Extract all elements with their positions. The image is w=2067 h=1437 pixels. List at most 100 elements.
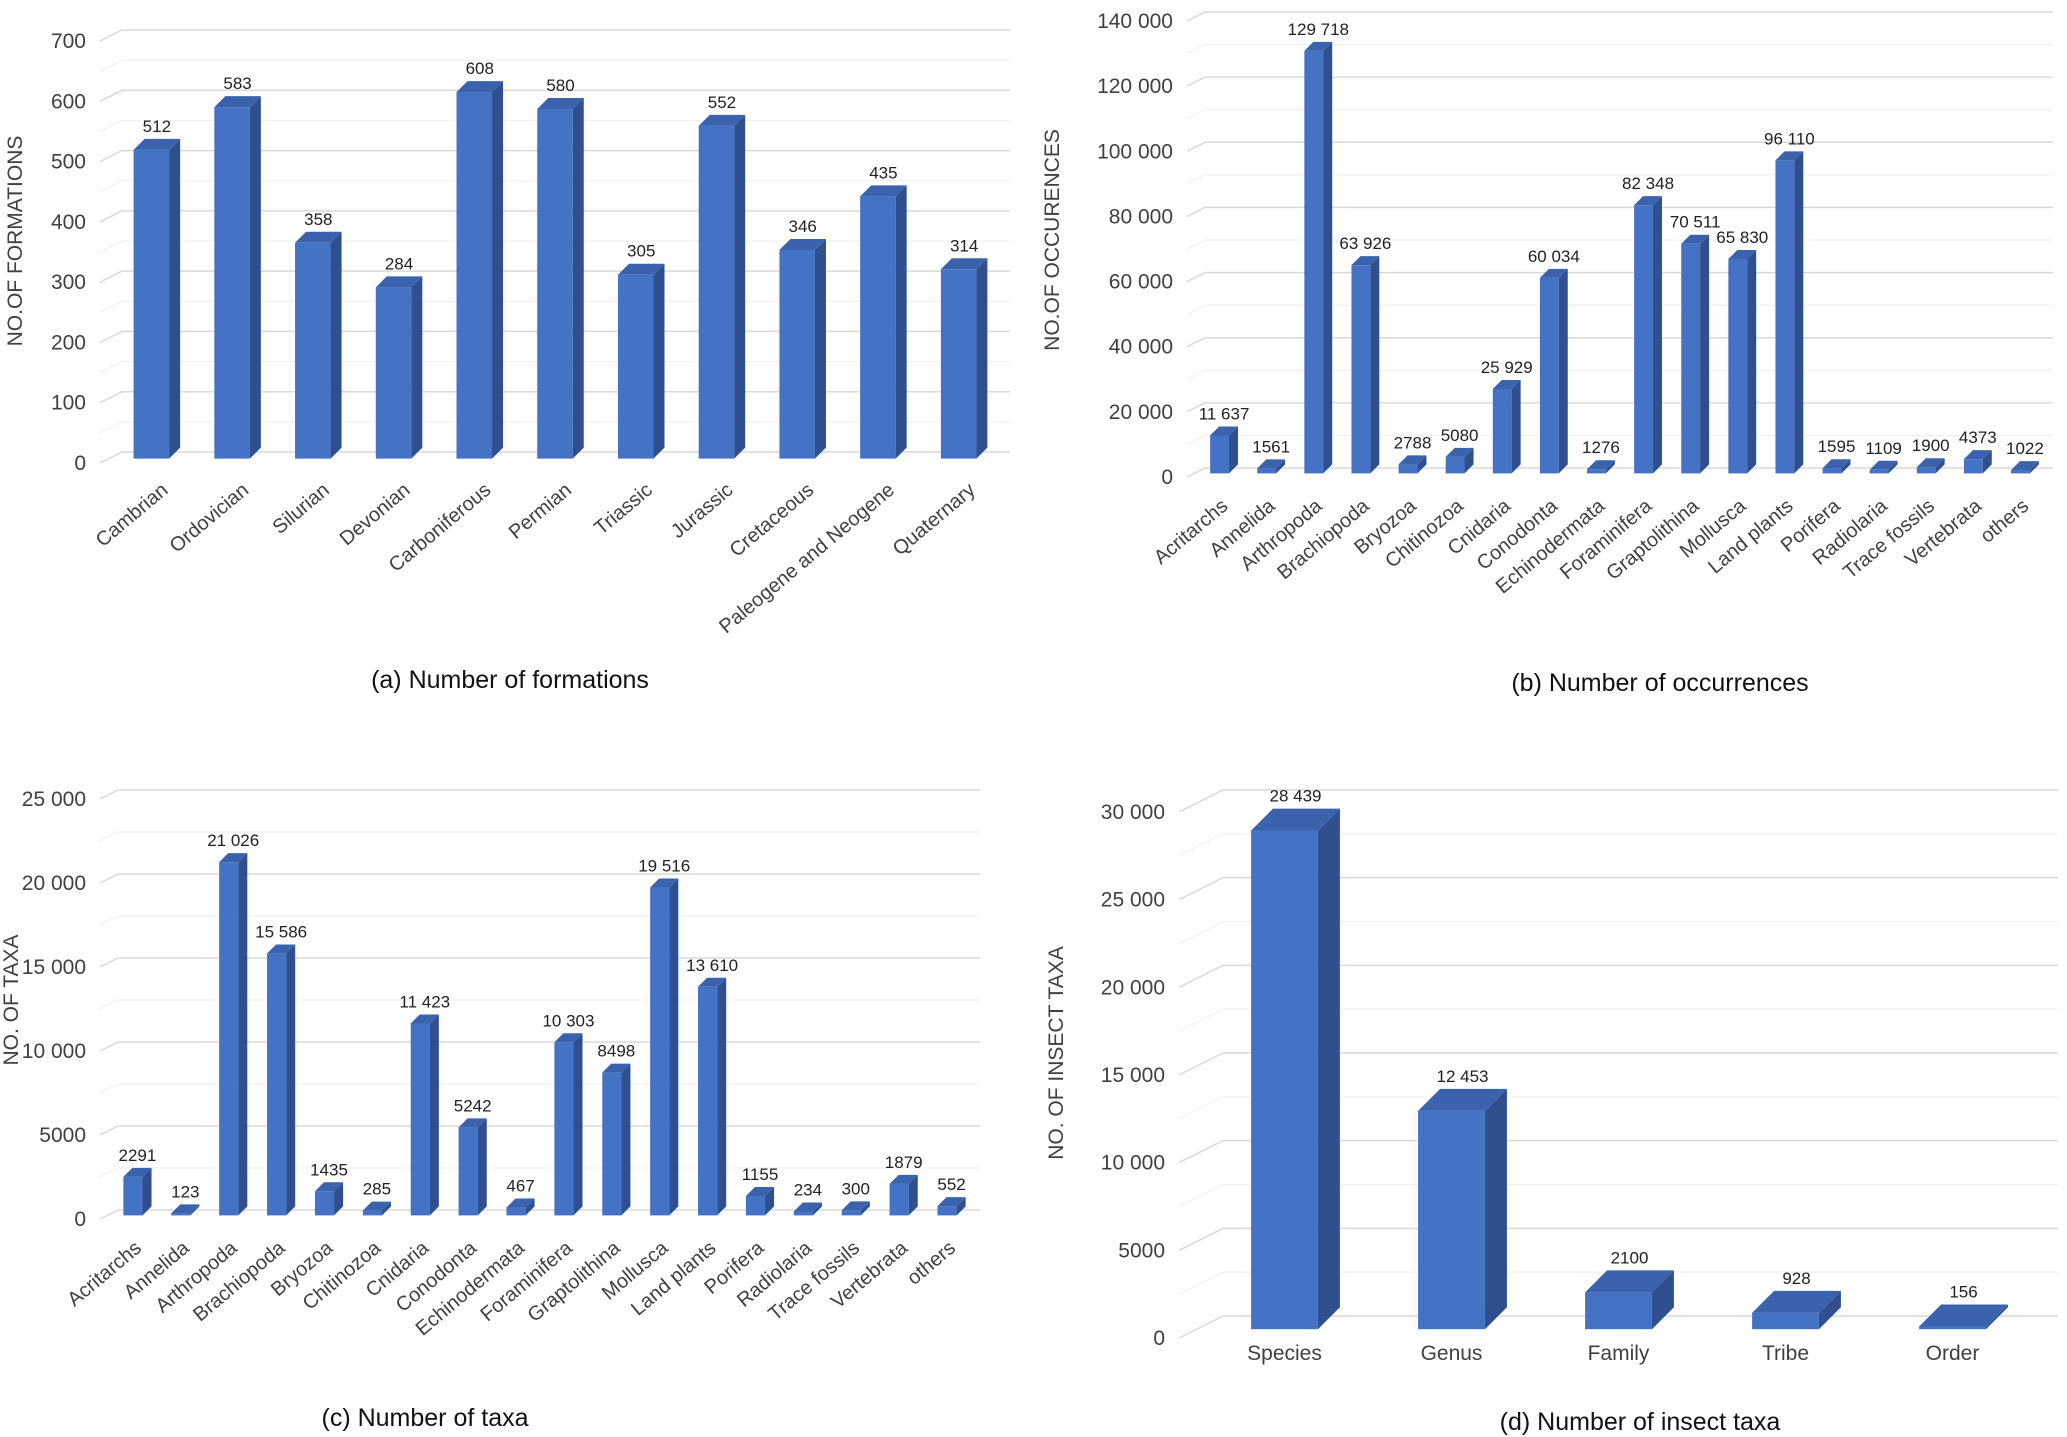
data-label: 5080 <box>1441 426 1479 445</box>
data-label: 60 034 <box>1528 247 1580 266</box>
bar <box>745 1195 766 1216</box>
chart-c-title: (c) Number of taxa <box>321 1404 529 1432</box>
data-label: 284 <box>385 254 413 273</box>
gridline <box>99 29 1010 42</box>
minor-gridline <box>1186 304 2053 315</box>
bar <box>456 92 493 459</box>
bar-top <box>1304 41 1333 51</box>
data-label: 5242 <box>454 1096 492 1115</box>
y-tick-label: 25 000 <box>1101 889 1165 912</box>
gridline <box>1178 876 2058 901</box>
bar-side <box>1484 1088 1507 1330</box>
bar-top <box>123 1167 152 1177</box>
data-label: 314 <box>950 236 978 255</box>
data-label: 4373 <box>1959 428 1997 447</box>
minor-gridline <box>99 1083 980 1094</box>
minor-gridline <box>1186 434 2053 445</box>
bar-top <box>1585 1270 1674 1293</box>
minor-gridline <box>1178 921 2058 944</box>
data-label: 1561 <box>1252 437 1290 456</box>
x-category-label: Devonian <box>336 479 415 550</box>
chart-d-title: (d) Number of insect taxa <box>1499 1408 1781 1436</box>
bar <box>602 1072 622 1216</box>
bar-side <box>286 944 296 1216</box>
gridline <box>1186 206 2053 218</box>
chart-b-title: (b) Number of occurrences <box>1511 669 1809 697</box>
bar <box>1919 1326 1986 1330</box>
bar-top <box>537 97 584 109</box>
bar-side <box>334 1182 344 1216</box>
bar <box>860 196 896 459</box>
bar-top <box>937 1197 966 1207</box>
bar-side <box>717 977 727 1216</box>
bar-top <box>1869 460 1898 470</box>
bar-side <box>492 81 504 459</box>
data-label: 552 <box>937 1175 965 1194</box>
y-tick-label: 40 000 <box>1109 336 1173 359</box>
bar-side <box>1276 459 1286 474</box>
bar <box>133 149 170 459</box>
bar-side <box>976 258 988 459</box>
bar-side <box>814 239 826 459</box>
y-tick-label: 0 <box>1153 1327 1165 1350</box>
minor-gridline <box>1178 1184 2058 1207</box>
bar-side <box>1652 196 1662 474</box>
chart-b-occurrences: 0 20 000 40 000 60 000 80 000 100 000 120 000 1… <box>1041 10 2053 598</box>
gridline <box>99 789 980 800</box>
bar-side <box>653 263 665 459</box>
bar-top <box>314 1182 344 1192</box>
gridline <box>99 873 980 884</box>
y-tick-label: 20 000 <box>1101 976 1165 999</box>
data-label: 580 <box>546 76 574 95</box>
bar-top <box>602 1063 631 1073</box>
bar-top <box>1539 268 1568 278</box>
gridline <box>1186 76 2053 87</box>
bar-side <box>1323 41 1333 474</box>
gridline <box>1186 271 2053 283</box>
x-category-label: Triassic <box>590 479 656 540</box>
bar <box>1304 50 1324 474</box>
bar <box>267 953 287 1216</box>
y-tick-label: 300 <box>51 271 86 294</box>
data-label: 1879 <box>885 1153 923 1172</box>
bar-top <box>1681 234 1710 244</box>
data-label: 1109 <box>1865 439 1902 458</box>
bar-side <box>956 1197 966 1216</box>
data-label: 512 <box>143 117 171 136</box>
bar-top <box>219 853 248 863</box>
bar <box>214 107 250 459</box>
minor-gridline <box>1186 174 2053 185</box>
bar-side <box>669 878 679 1216</box>
chart-d-insect-taxa: 0 5000 10 000 15 000 20 000 25 000 30 000 NO. O… <box>1045 787 2058 1365</box>
bar <box>1539 277 1559 474</box>
data-label: 15 586 <box>255 923 307 942</box>
y-tick-label: 0 <box>74 1208 86 1231</box>
bar <box>1963 459 1983 474</box>
data-label: 300 <box>842 1179 870 1198</box>
data-label: 928 <box>1782 1269 1810 1288</box>
bar <box>1585 1292 1652 1330</box>
bar-side <box>1794 151 1804 474</box>
bar-top <box>779 239 826 251</box>
data-label: 156 <box>1949 1282 1977 1301</box>
bar-top <box>554 1033 583 1043</box>
bar <box>554 1042 574 1216</box>
bar-top <box>617 263 665 275</box>
bar-top <box>295 231 342 243</box>
y-tick-label: 15 000 <box>22 956 86 979</box>
bar-top <box>745 1186 775 1196</box>
data-label: 234 <box>794 1180 822 1199</box>
data-label: 1022 <box>2006 439 2044 458</box>
bar-top <box>267 944 296 954</box>
bar-top <box>214 96 261 108</box>
minor-gridline <box>1178 1008 2058 1032</box>
minor-gridline <box>99 59 1010 72</box>
bar-top <box>2011 461 2039 471</box>
bar-top <box>841 1201 870 1211</box>
bar-side <box>572 97 584 459</box>
bar-side <box>1935 458 1945 474</box>
bar-side <box>2029 461 2039 474</box>
x-category-label: Quaternary <box>889 479 980 560</box>
bar <box>841 1210 861 1216</box>
bar-side <box>765 1186 775 1216</box>
